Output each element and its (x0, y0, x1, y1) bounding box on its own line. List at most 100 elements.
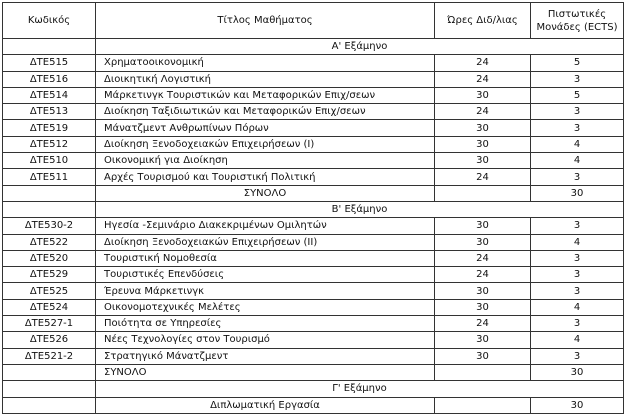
header-ects-line1: Πιστωτικές (547, 8, 607, 20)
course-ects: 4 (530, 135, 624, 154)
course-title: Ηγεσία -Σεμινάριο Διακεκριμένων Ομιλητών (95, 217, 435, 235)
course-title: Διοικητική Λογιστική (95, 70, 435, 88)
semester-row: Β' Εξάμηνο (2, 200, 624, 219)
empty-cell (2, 363, 96, 382)
table-row: ΔΤΕ525 Έρευνα Μάρκετινγκ 30 3 (2, 282, 624, 300)
empty-cell (2, 200, 96, 219)
course-hours: 30 (434, 331, 531, 349)
header-ects-line2: Μονάδες (ECTS) (536, 21, 618, 33)
total-row: ΣΥΝΟΛΟ 30 (2, 184, 624, 202)
course-hours: 24 (434, 266, 531, 284)
total-row: Διπλωματική Εργασία 30 (2, 396, 624, 414)
table-row: ΔΤΕ521-2 Στρατηγικό Μάνατζμεντ 30 3 (2, 347, 624, 365)
course-code: ΔΤΕ516 (2, 70, 96, 88)
total-row: ΣΥΝΟΛΟ 30 (2, 363, 624, 382)
empty-cell (2, 37, 96, 56)
course-ects: 3 (530, 315, 624, 333)
total-ects: 30 (530, 184, 624, 202)
semester-label: Β' Εξάμηνο (95, 200, 624, 219)
header-row: Κωδικός Τίτλος Μαθήματος Ώρες Διδ/λιας Π… (2, 2, 624, 39)
course-ects: 5 (530, 54, 624, 72)
semester-row: Γ' Εξάμηνο (2, 380, 624, 398)
total-label: ΣΥΝΟΛΟ (95, 184, 435, 202)
course-ects: 4 (530, 331, 624, 349)
table-body: Α' Εξάμηνο ΔΤΕ515 Χρηματοοικονομική 24 5 ΔΤΕ5… (2, 37, 624, 414)
course-title: Οικονομοτεχνικές Μελέτες (95, 298, 435, 317)
course-hours: 30 (434, 233, 531, 251)
table-row: ΔΤΕ512 Διοίκηση Ξενοδοχειακών Επιχειρήσεω… (2, 135, 624, 154)
table-row: ΔΤΕ515 Χρηματοοικονομική 24 5 (2, 54, 624, 72)
header-code: Κωδικός (2, 2, 96, 39)
course-hours: 30 (434, 152, 531, 170)
course-hours: 24 (434, 103, 531, 121)
empty-cell (434, 396, 531, 414)
semester-label: Γ' Εξάμηνο (95, 380, 624, 398)
course-code: ΔΤΕ526 (2, 331, 96, 349)
table-row: ΔΤΕ530-2 Ηγεσία -Σεμινάριο Διακεκριμένων … (2, 217, 624, 235)
course-title: Οικονομική για Διοίκηση (95, 152, 435, 170)
course-hours: 24 (434, 315, 531, 333)
course-hours: 30 (434, 135, 531, 154)
course-hours: 30 (434, 119, 531, 137)
course-hours: 30 (434, 217, 531, 235)
course-title: Διοίκηση Ξενοδοχειακών Επιχειρήσεων (ΙΙ) (95, 233, 435, 251)
semester-label: Α' Εξάμηνο (95, 37, 624, 56)
course-title: Ποιότητα σε Υπηρεσίες (95, 315, 435, 333)
course-code: ΔΤΕ522 (2, 233, 96, 251)
course-title: Τουριστική Νομοθεσία (95, 249, 435, 268)
course-ects: 3 (530, 119, 624, 137)
empty-cell (434, 184, 531, 202)
course-ects: 3 (530, 70, 624, 88)
total-label: ΣΥΝΟΛΟ (95, 363, 435, 382)
course-code: ΔΤΕ512 (2, 135, 96, 154)
course-ects: 3 (530, 282, 624, 300)
table-row: ΔΤΕ529 Τουριστικές Επενδύσεις 24 3 (2, 266, 624, 284)
semester-row: Α' Εξάμηνο (2, 37, 624, 56)
course-code: ΔΤΕ525 (2, 282, 96, 300)
course-title: Διοίκηση Ξενοδοχειακών Επιχειρήσεων (Ι) (95, 135, 435, 154)
course-ects: 3 (530, 168, 624, 186)
table-row: ΔΤΕ513 Διοίκηση Ταξιδιωτικών και Μεταφορι… (2, 103, 624, 121)
course-title: Στρατηγικό Μάνατζμεντ (95, 347, 435, 365)
course-ects: 3 (530, 347, 624, 365)
course-hours: 24 (434, 70, 531, 88)
table-row: ΔΤΕ519 Μάνατζμεντ Ανθρωπίνων Πόρων 30 3 (2, 119, 624, 137)
table-row: ΔΤΕ511 Αρχές Τουρισμού και Τουριστική Πολ… (2, 168, 624, 186)
course-ects: 3 (530, 103, 624, 121)
total-ects: 30 (530, 363, 624, 382)
course-code: ΔΤΕ529 (2, 266, 96, 284)
course-code: ΔΤΕ521-2 (2, 347, 96, 365)
course-hours: 30 (434, 298, 531, 317)
course-code: ΔΤΕ519 (2, 119, 96, 137)
course-ects: 3 (530, 266, 624, 284)
course-ects: 3 (530, 249, 624, 268)
empty-cell (2, 380, 96, 398)
table-row: ΔΤΕ526 Νέες Τεχνολογίες στον Τουρισμό 30 4 (2, 331, 624, 349)
course-code: ΔΤΕ514 (2, 86, 96, 105)
table-row: ΔΤΕ524 Οικονομοτεχνικές Μελέτες 30 4 (2, 298, 624, 317)
course-ects: 4 (530, 152, 624, 170)
course-hours: 30 (434, 86, 531, 105)
total-label: Διπλωματική Εργασία (95, 396, 435, 414)
header-hours: Ώρες Διδ/λιας (434, 2, 531, 39)
course-title: Αρχές Τουρισμού και Τουριστική Πολιτική (95, 168, 435, 186)
course-title: Μάνατζμεντ Ανθρωπίνων Πόρων (95, 119, 435, 137)
table-row: ΔΤΕ527-1 Ποιότητα σε Υπηρεσίες 24 3 (2, 315, 624, 333)
course-ects: 5 (530, 86, 624, 105)
empty-cell (434, 363, 531, 382)
empty-cell (2, 184, 96, 202)
course-code: ΔΤΕ515 (2, 54, 96, 72)
course-title: Μάρκετινγκ Τουριστικών και Μεταφορικών Ε… (95, 86, 435, 105)
header-title: Τίτλος Μαθήματος (95, 2, 435, 39)
course-code: ΔΤΕ511 (2, 168, 96, 186)
total-ects: 30 (530, 396, 624, 414)
table-row: ΔΤΕ516 Διοικητική Λογιστική 24 3 (2, 70, 624, 88)
course-code: ΔΤΕ530-2 (2, 217, 96, 235)
course-code: ΔΤΕ524 (2, 298, 96, 317)
table-row: ΔΤΕ514 Μάρκετινγκ Τουριστικών και Μεταφορ… (2, 86, 624, 105)
course-hours: 24 (434, 54, 531, 72)
empty-cell (2, 396, 96, 414)
course-hours: 30 (434, 347, 531, 365)
course-title: Διοίκηση Ταξιδιωτικών και Μεταφορικών Επ… (95, 103, 435, 121)
